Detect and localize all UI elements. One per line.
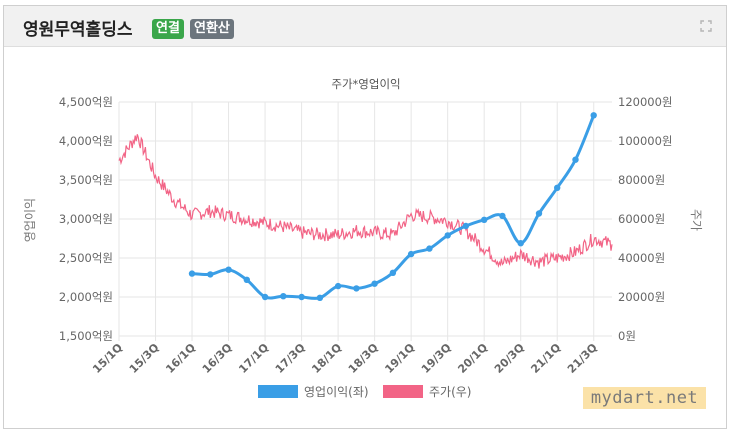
operating-profit-point[interactable] xyxy=(353,285,360,292)
legend-label-stock-price[interactable]: 주가(우) xyxy=(429,385,471,399)
operating-profit-point[interactable] xyxy=(371,280,378,287)
x-axis-tick-label: 18/1Q xyxy=(309,341,344,376)
x-axis-tick-label: 17/3Q xyxy=(273,341,308,376)
x-axis-tick-label: 19/1Q xyxy=(382,341,417,376)
operating-profit-point[interactable] xyxy=(334,282,342,290)
right-axis-ticks: 120000원 100000원 80000원 60000원 40000원 20000원 0원 xyxy=(618,95,672,343)
chart-card: 영원무역홀딩스 연결 연환산 xyxy=(3,5,727,429)
stock-price-series xyxy=(118,134,613,269)
legend-label-operating-profit[interactable]: 영업이익(좌) xyxy=(304,385,369,399)
x-axis-tick-label: 20/3Q xyxy=(492,341,527,376)
operating-profit-point[interactable] xyxy=(499,212,506,220)
operating-profit-point[interactable] xyxy=(316,294,324,301)
right-axis-label: 주가 xyxy=(689,209,703,231)
x-axis-tick-label: 15/3Q xyxy=(127,341,162,376)
left-axis-tick-label: 3,000억원 xyxy=(59,212,113,226)
stock-price-line xyxy=(118,134,613,269)
operating-profit-point[interactable] xyxy=(407,250,415,258)
x-axis-tick-label: 16/3Q xyxy=(200,341,235,376)
left-axis-tick-label: 4,000억원 xyxy=(59,134,113,148)
site-watermark: mydart.net xyxy=(583,387,706,409)
x-axis-tick-label: 18/3Q xyxy=(346,341,381,376)
x-axis-tick-label: 21/1Q xyxy=(528,341,563,376)
operating-profit-point[interactable] xyxy=(188,270,196,277)
operating-profit-point[interactable] xyxy=(462,222,470,230)
operating-profit-point[interactable] xyxy=(426,245,433,252)
x-axis-ticks: 15/1Q 15/3Q 16/1Q 16/3Q 17/1Q 17/3Q 18/1Q 18/3Q… xyxy=(90,341,600,376)
x-axis-tick-label: 15/1Q xyxy=(90,341,125,376)
x-axis-tick-label: 21/3Q xyxy=(565,341,600,376)
left-axis-tick-label: 2,000억원 xyxy=(59,290,113,304)
operating-profit-point[interactable] xyxy=(517,240,524,247)
expand-icon[interactable] xyxy=(700,20,712,32)
operating-profit-point[interactable] xyxy=(444,232,451,239)
left-axis-tick-label: 3,500억원 xyxy=(59,173,113,187)
operating-profit-series xyxy=(188,112,597,301)
operating-profit-point[interactable] xyxy=(481,216,488,223)
legend-swatch-stock-price[interactable] xyxy=(383,385,423,398)
left-axis-ticks: 4,500억원 4,000억원 3,500억원 3,000억원 2,500억원 2,000… xyxy=(59,95,113,343)
operating-profit-point[interactable] xyxy=(572,156,579,163)
legend-swatch-operating-profit[interactable] xyxy=(258,385,298,398)
operating-profit-point[interactable] xyxy=(554,184,561,191)
operating-profit-point[interactable] xyxy=(298,293,305,301)
left-axis-tick-label: 2,500억원 xyxy=(59,251,113,265)
operating-profit-point[interactable] xyxy=(389,269,397,276)
operating-profit-point[interactable] xyxy=(225,266,232,273)
operating-profit-point[interactable] xyxy=(280,293,287,300)
operating-profit-point[interactable] xyxy=(535,210,543,217)
company-title: 영원무역홀딩스 xyxy=(23,20,133,40)
annualized-badge[interactable]: 연환산 xyxy=(190,19,234,39)
left-axis-label: 영업이익 xyxy=(23,198,37,242)
right-axis-tick-label: 100000원 xyxy=(618,134,672,148)
chart-title: 주가*영업이익 xyxy=(331,77,400,91)
consolidated-badge[interactable]: 연결 xyxy=(152,19,184,39)
x-axis-tick-label: 16/1Q xyxy=(163,341,198,376)
operating-profit-point[interactable] xyxy=(590,112,597,119)
operating-profit-point[interactable] xyxy=(207,271,214,278)
x-axis-tick-label: 20/1Q xyxy=(455,341,490,376)
right-axis-tick-label: 0원 xyxy=(618,329,636,343)
right-axis-tick-label: 20000원 xyxy=(618,290,665,304)
right-axis-tick-label: 40000원 xyxy=(618,251,665,265)
x-axis-tick-label: 17/1Q xyxy=(236,341,271,376)
right-axis-tick-label: 80000원 xyxy=(618,173,665,187)
grid-lines xyxy=(118,101,612,341)
left-axis-tick-label: 4,500억원 xyxy=(59,95,113,109)
card-header: 영원무역홀딩스 연결 연환산 xyxy=(4,6,726,47)
operating-profit-point[interactable] xyxy=(261,293,269,301)
operating-profit-point[interactable] xyxy=(243,276,250,283)
right-axis-tick-label: 60000원 xyxy=(618,212,665,226)
legend[interactable]: 영업이익(좌) 주가(우) xyxy=(258,385,471,399)
right-axis-tick-label: 120000원 xyxy=(618,95,672,109)
left-axis-tick-label: 1,500억원 xyxy=(59,329,113,343)
x-axis-tick-label: 19/3Q xyxy=(419,341,454,376)
